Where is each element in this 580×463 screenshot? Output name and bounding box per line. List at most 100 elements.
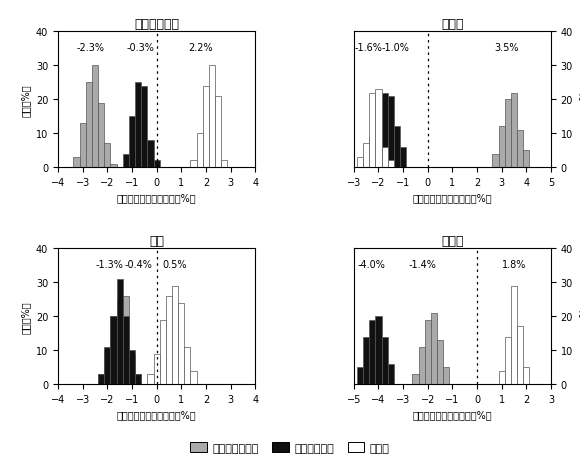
Title: トウモロコシ: トウモロコシ <box>134 18 179 31</box>
Bar <box>110 164 117 168</box>
Title: コメ: コメ <box>149 235 164 248</box>
Bar <box>517 327 523 384</box>
Bar <box>357 157 363 168</box>
Bar <box>104 144 110 168</box>
Bar <box>184 347 190 384</box>
Bar <box>154 161 160 168</box>
Bar <box>141 87 147 168</box>
Bar <box>123 296 129 384</box>
Bar <box>74 157 79 168</box>
Text: -0.3%: -0.3% <box>126 43 154 52</box>
Bar <box>387 364 394 384</box>
Bar <box>190 371 197 384</box>
Bar <box>129 354 135 384</box>
Bar <box>357 367 363 384</box>
Bar <box>123 154 129 168</box>
Bar <box>178 303 184 384</box>
X-axis label: 世界平均した収量偏差（%）: 世界平均した収量偏差（%） <box>412 409 492 419</box>
Bar <box>412 374 419 384</box>
Bar <box>135 374 141 384</box>
Bar <box>104 347 110 384</box>
Bar <box>363 337 369 384</box>
Bar <box>98 374 104 384</box>
Bar <box>394 127 400 168</box>
Text: 3.5%: 3.5% <box>494 43 519 52</box>
Bar <box>499 127 505 168</box>
Y-axis label: 確率（%）: 確率（%） <box>579 84 580 116</box>
Bar <box>382 147 387 168</box>
Bar <box>117 300 123 384</box>
Bar <box>129 117 135 168</box>
Text: 1.8%: 1.8% <box>502 259 526 269</box>
Bar <box>375 94 382 168</box>
Bar <box>363 144 369 168</box>
X-axis label: 世界平均した収量偏差（%）: 世界平均した収量偏差（%） <box>412 193 492 203</box>
Bar <box>511 286 517 384</box>
Bar <box>222 161 227 168</box>
Bar <box>98 103 104 168</box>
Bar <box>110 317 117 384</box>
Bar <box>172 286 178 384</box>
Bar <box>437 340 443 384</box>
Bar <box>387 161 394 168</box>
Bar <box>110 317 117 384</box>
Bar <box>92 66 98 168</box>
Title: ダイズ: ダイズ <box>441 18 463 31</box>
Bar <box>209 66 215 168</box>
Bar <box>117 279 123 384</box>
Bar <box>123 317 129 384</box>
Bar <box>375 90 382 168</box>
Bar <box>382 337 387 384</box>
Bar <box>135 83 141 168</box>
Bar <box>197 134 203 168</box>
Y-axis label: 確率（%）: 確率（%） <box>20 84 30 116</box>
X-axis label: 世界平均した収量偏差（%）: 世界平均した収量偏差（%） <box>117 193 197 203</box>
Text: 2.2%: 2.2% <box>188 43 213 52</box>
Bar <box>79 124 86 168</box>
Title: コムギ: コムギ <box>441 235 463 248</box>
Bar <box>104 350 110 384</box>
Bar <box>511 94 517 168</box>
Bar <box>215 97 222 168</box>
Bar <box>369 138 375 168</box>
Bar <box>369 320 375 384</box>
Bar <box>431 313 437 384</box>
Bar <box>135 374 141 384</box>
Bar <box>203 87 209 168</box>
Text: -4.0%: -4.0% <box>357 259 385 269</box>
Bar <box>129 350 135 384</box>
Bar <box>147 141 154 168</box>
Text: -1.3%: -1.3% <box>96 259 124 269</box>
Bar <box>425 320 431 384</box>
Bar <box>369 94 375 168</box>
Bar <box>190 161 197 168</box>
Bar <box>363 161 369 168</box>
Bar <box>499 371 505 384</box>
Bar <box>505 337 511 384</box>
Y-axis label: 確率（%）: 確率（%） <box>20 300 30 333</box>
Bar <box>505 100 511 168</box>
Text: -1.4%: -1.4% <box>409 259 437 269</box>
Bar <box>160 320 166 384</box>
Y-axis label: 確率（%）: 確率（%） <box>579 300 580 333</box>
Bar <box>492 154 499 168</box>
Text: -1.0%: -1.0% <box>382 43 409 52</box>
Bar <box>387 97 394 168</box>
Bar <box>382 94 387 168</box>
Bar <box>166 296 172 384</box>
Bar <box>400 147 406 168</box>
Legend: エルニーニョ年, ラニーニャ年, 通常年: エルニーニョ年, ラニーニャ年, 通常年 <box>186 438 394 457</box>
X-axis label: 世界平均した収量偏差（%）: 世界平均した収量偏差（%） <box>117 409 197 419</box>
Bar <box>517 131 523 168</box>
Bar <box>154 354 160 384</box>
Bar <box>98 374 104 384</box>
Text: 0.5%: 0.5% <box>163 259 187 269</box>
Bar <box>375 317 382 384</box>
Bar <box>147 374 154 384</box>
Text: -2.3%: -2.3% <box>76 43 104 52</box>
Bar <box>86 83 92 168</box>
Bar <box>419 347 425 384</box>
Bar <box>523 151 530 168</box>
Bar <box>443 367 450 384</box>
Text: -0.4%: -0.4% <box>124 259 152 269</box>
